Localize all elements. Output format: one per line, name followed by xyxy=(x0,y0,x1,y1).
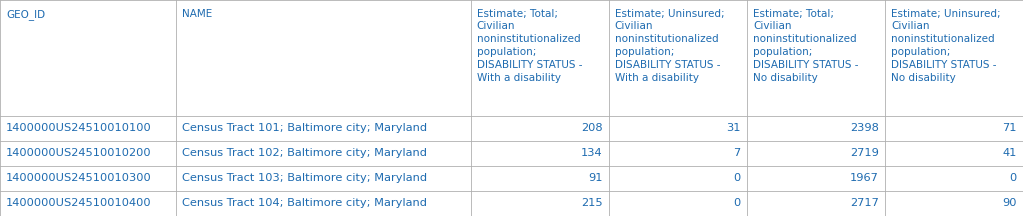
Text: 1400000US24510010300: 1400000US24510010300 xyxy=(6,173,151,183)
Text: 2398: 2398 xyxy=(850,123,879,133)
Text: Census Tract 101; Baltimore city; Maryland: Census Tract 101; Baltimore city; Maryla… xyxy=(182,123,428,133)
Text: 0: 0 xyxy=(733,173,741,183)
Text: 0: 0 xyxy=(733,199,741,208)
Text: 134: 134 xyxy=(581,148,603,158)
Text: 208: 208 xyxy=(581,123,603,133)
Text: 91: 91 xyxy=(588,173,603,183)
Text: 1400000US24510010200: 1400000US24510010200 xyxy=(6,148,151,158)
Text: Estimate; Uninsured;
Civilian
noninstitutionalized
population;
DISABILITY STATUS: Estimate; Uninsured; Civilian noninstitu… xyxy=(891,9,1000,83)
Text: GEO_ID: GEO_ID xyxy=(6,9,45,19)
Text: Estimate; Total;
Civilian
noninstitutionalized
population;
DISABILITY STATUS -
N: Estimate; Total; Civilian noninstitution… xyxy=(753,9,858,83)
Text: Census Tract 102; Baltimore city; Maryland: Census Tract 102; Baltimore city; Maryla… xyxy=(182,148,427,158)
Text: Census Tract 103; Baltimore city; Maryland: Census Tract 103; Baltimore city; Maryla… xyxy=(182,173,428,183)
Text: 41: 41 xyxy=(1003,148,1017,158)
Text: 1400000US24510010400: 1400000US24510010400 xyxy=(6,199,151,208)
Text: 2719: 2719 xyxy=(850,148,879,158)
Text: 0: 0 xyxy=(1010,173,1017,183)
Text: 90: 90 xyxy=(1003,199,1017,208)
Text: 2717: 2717 xyxy=(850,199,879,208)
Text: Estimate; Uninsured;
Civilian
noninstitutionalized
population;
DISABILITY STATUS: Estimate; Uninsured; Civilian noninstitu… xyxy=(615,9,724,83)
Text: Census Tract 104; Baltimore city; Maryland: Census Tract 104; Baltimore city; Maryla… xyxy=(182,199,427,208)
Text: NAME: NAME xyxy=(182,9,213,19)
Text: 31: 31 xyxy=(726,123,741,133)
Text: 7: 7 xyxy=(733,148,741,158)
Text: 215: 215 xyxy=(581,199,603,208)
Text: 1400000US24510010100: 1400000US24510010100 xyxy=(6,123,151,133)
Text: 1967: 1967 xyxy=(850,173,879,183)
Text: 71: 71 xyxy=(1003,123,1017,133)
Text: Estimate; Total;
Civilian
noninstitutionalized
population;
DISABILITY STATUS -
W: Estimate; Total; Civilian noninstitution… xyxy=(477,9,582,83)
